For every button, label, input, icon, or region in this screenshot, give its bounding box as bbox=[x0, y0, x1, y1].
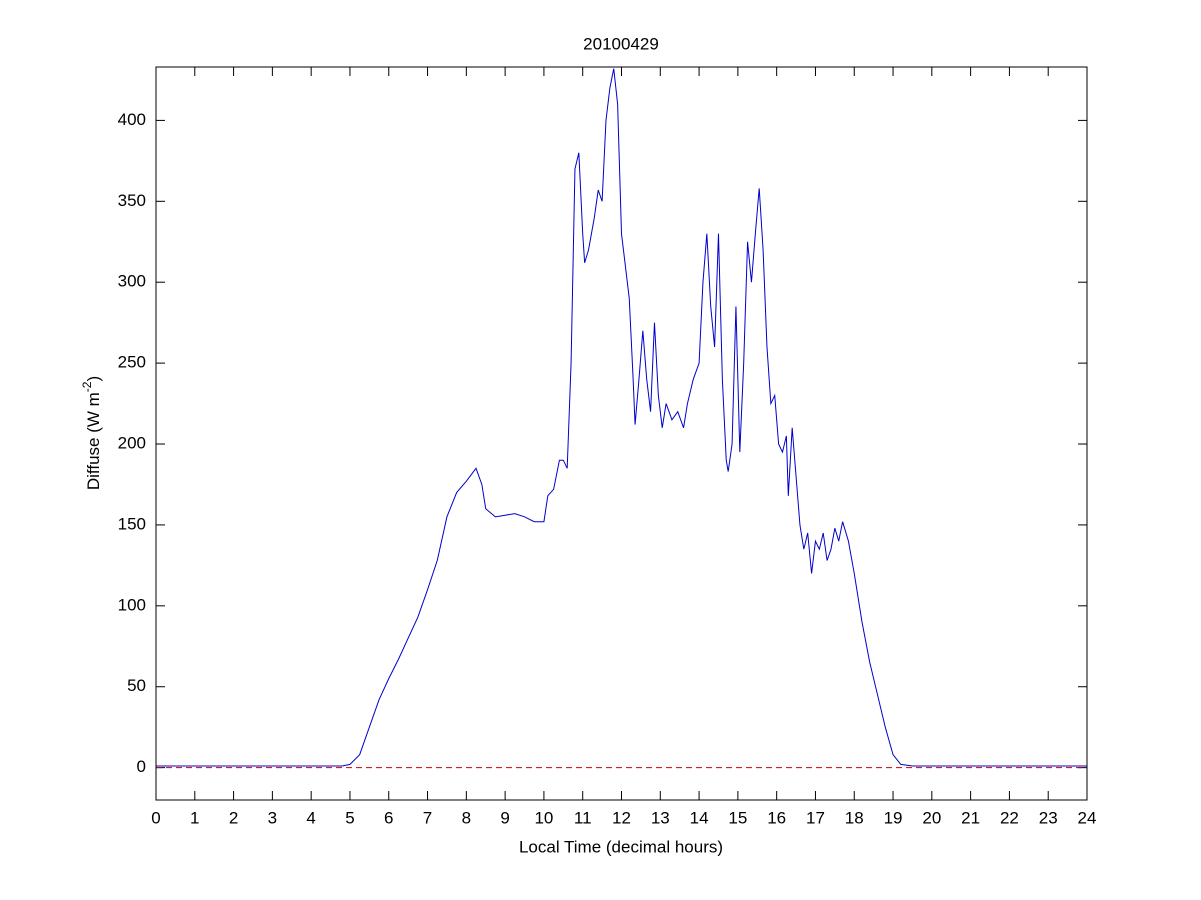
y-axis-label-text: Diffuse (W m bbox=[84, 392, 103, 490]
x-tick-label: 1 bbox=[190, 808, 199, 827]
x-tick-label: 19 bbox=[884, 808, 903, 827]
y-axis-label-superscript: -2 bbox=[80, 381, 94, 392]
y-axis-label-suffix: ) bbox=[84, 376, 103, 382]
x-tick-label: 6 bbox=[384, 808, 393, 827]
x-tick-label: 4 bbox=[306, 808, 315, 827]
plot-frame bbox=[155, 66, 1088, 801]
y-tick-label: 50 bbox=[127, 676, 146, 695]
x-tick-label: 23 bbox=[1039, 808, 1058, 827]
y-axis-label: Diffuse (W m-2) bbox=[80, 376, 103, 490]
y-tick-label: 100 bbox=[118, 595, 146, 614]
x-tick-label: 9 bbox=[500, 808, 509, 827]
x-tick-label: 8 bbox=[462, 808, 471, 827]
x-tick-label: 11 bbox=[574, 808, 592, 827]
chart-title: 20100429 bbox=[583, 34, 659, 53]
x-tick-label: 13 bbox=[651, 808, 670, 827]
x-tick-label: 14 bbox=[690, 808, 709, 827]
x-tick-label: 3 bbox=[268, 808, 277, 827]
x-tick-label: 15 bbox=[728, 808, 747, 827]
y-tick-label: 150 bbox=[118, 514, 146, 533]
y-tick-label: 300 bbox=[118, 272, 146, 291]
x-tick-label: 17 bbox=[806, 808, 825, 827]
x-tick-label: 22 bbox=[1000, 808, 1019, 827]
y-tick-label: 350 bbox=[118, 191, 146, 210]
x-axis-label: Local Time (decimal hours) bbox=[519, 837, 723, 856]
x-tick-label: 5 bbox=[345, 808, 354, 827]
x-tick-label: 12 bbox=[612, 808, 631, 827]
x-tick-label: 2 bbox=[229, 808, 238, 827]
x-tick-label: 20 bbox=[922, 808, 941, 827]
x-tick-label: 24 bbox=[1078, 808, 1097, 827]
x-tick-label: 18 bbox=[845, 808, 864, 827]
x-tick-label: 7 bbox=[423, 808, 432, 827]
x-tick-label: 21 bbox=[961, 808, 980, 827]
data-line bbox=[156, 68, 1087, 767]
y-tick-label: 400 bbox=[118, 110, 146, 129]
y-tick-label: 200 bbox=[118, 434, 146, 453]
y-tick-label: 0 bbox=[137, 757, 146, 776]
x-tick-label: 0 bbox=[151, 808, 160, 827]
y-tick-label: 250 bbox=[118, 353, 146, 372]
x-tick-label: 16 bbox=[767, 808, 786, 827]
x-tick-label: 10 bbox=[534, 808, 553, 827]
